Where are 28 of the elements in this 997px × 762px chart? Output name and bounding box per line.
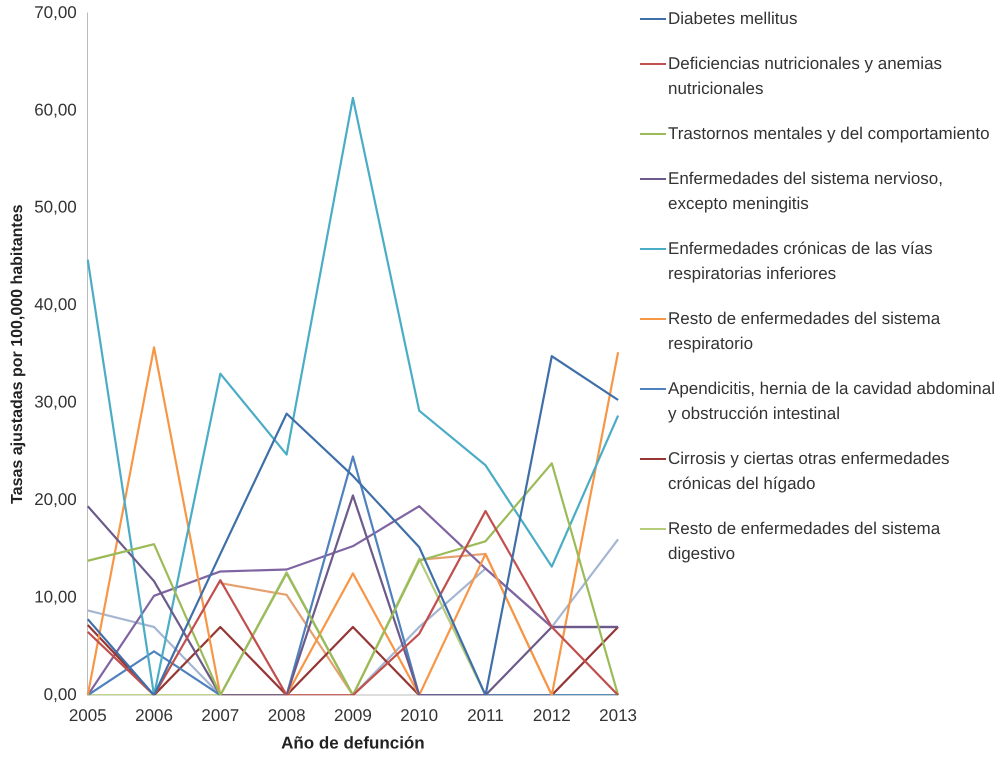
legend-label: Deficiencias nutricionales y anemias nutricionales: [668, 53, 944, 100]
y-tick-label: 60,00: [34, 100, 77, 120]
x-tick-label: 2009: [334, 706, 372, 726]
legend-label: Trastornos mentales y del comportamiento: [668, 123, 990, 145]
legend-label: Cirrosis y ciertas otras enfermedades crónicas del hígado: [668, 448, 951, 495]
x-tick-label: 2007: [201, 706, 240, 726]
legend-label: Diabetes mellitus: [668, 8, 798, 30]
legend-label: Resto de enfermedades del sistema respiratorio: [668, 308, 942, 355]
y-tick-label: 50,00: [34, 198, 77, 217]
legend-label: Apendicitis, hernia de la cavidad abdominal y obstrucción intestinal: [668, 378, 995, 425]
legend-label: Resto de enfermedades del sistema digestivo: [668, 518, 942, 565]
x-tick-label: 2011: [467, 706, 504, 726]
y-tick-label: 0,00: [44, 684, 77, 704]
x-tick-label: 2005: [68, 706, 107, 726]
x-axis-title: Año de defunción: [281, 733, 425, 752]
x-tick-label: 2012: [532, 706, 571, 726]
y-tick-label: 40,00: [34, 295, 77, 314]
x-tick-label: 2008: [268, 706, 306, 726]
y-axis-title: Tasas ajustadas por 100,000 habitantes: [9, 204, 26, 504]
y-tick-label: 20,00: [34, 490, 77, 510]
legend-label: Enfermedades crónicas de las vías respiratorias inferiores: [668, 238, 934, 285]
x-tick-label: 2013: [599, 706, 638, 726]
y-tick-label: 70,00: [34, 2, 77, 22]
y-tick-label: 30,00: [34, 392, 77, 412]
legend-label: Enfermedades del sistema nervioso, excepto meningitis: [668, 168, 944, 215]
x-tick-label: 2006: [135, 706, 173, 726]
x-tick-label: 2010: [400, 706, 438, 726]
y-tick-label: 10,00: [34, 587, 77, 606]
